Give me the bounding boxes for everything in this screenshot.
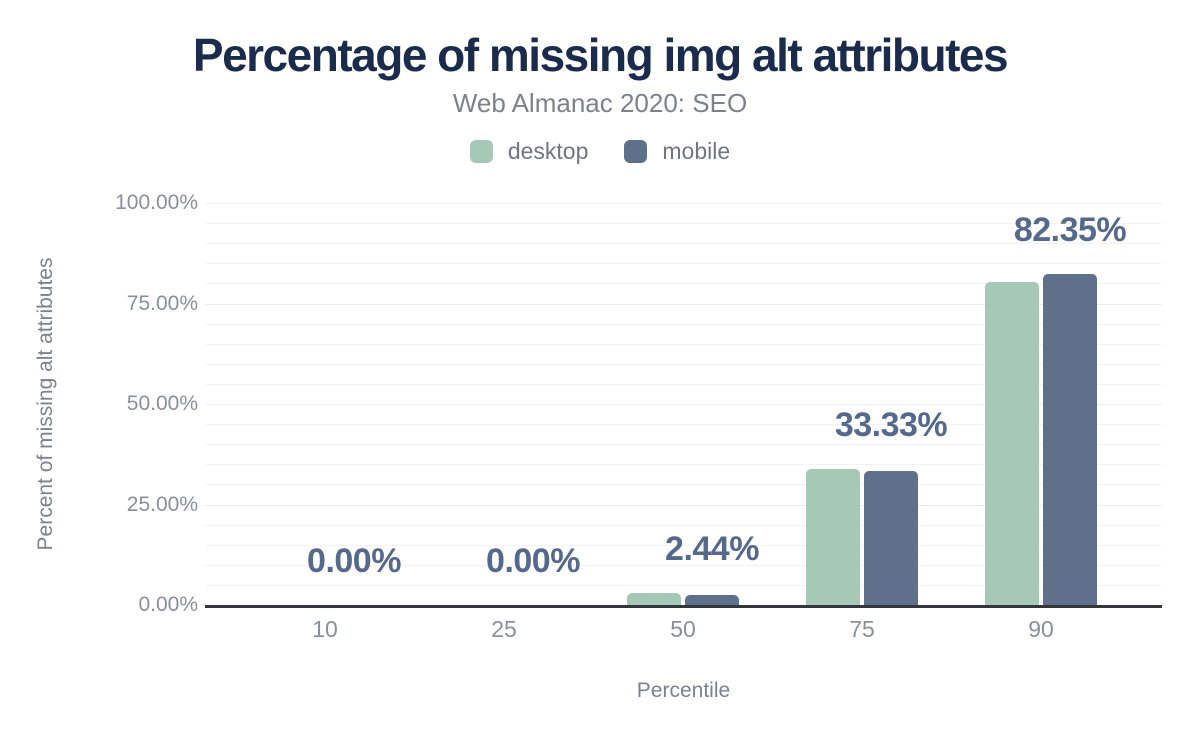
y-tick-label: 50.00%	[126, 392, 198, 415]
gridline-minor	[205, 343, 1162, 345]
gridline-minor	[205, 223, 1162, 225]
gridline-minor	[205, 524, 1162, 526]
gridline-major	[205, 303, 1162, 305]
y-axis-title: Percent of missing alt attributes	[34, 257, 57, 551]
y-tick-label: 100.00%	[115, 191, 198, 214]
legend-swatch-mobile	[624, 140, 648, 163]
gridline-minor	[205, 323, 1162, 325]
gridline-major	[205, 203, 1162, 204]
x-axis-title: Percentile	[636, 679, 731, 702]
data-label-p10: 0.00%	[307, 542, 401, 580]
bar-desktop-p90[interactable]	[985, 282, 1039, 605]
legend-label-desktop: desktop	[507, 138, 589, 164]
gridline-minor	[205, 383, 1162, 385]
x-tick-label: 10	[312, 616, 338, 642]
data-label-p25: 0.00%	[486, 542, 580, 580]
x-tick-label: 90	[1028, 616, 1054, 642]
gridline-minor	[205, 363, 1162, 365]
bar-desktop-p50[interactable]	[627, 593, 681, 605]
x-axis-line	[205, 605, 1162, 608]
data-label-p75: 33.33%	[834, 406, 948, 445]
gridline-minor	[205, 464, 1162, 466]
gridline-minor	[205, 564, 1162, 566]
gridline-minor	[205, 444, 1162, 446]
chart-title: Percentage of missing img alt attributes	[192, 29, 1009, 81]
x-tick-label: 50	[670, 616, 696, 642]
x-tick-label: 75	[849, 616, 875, 642]
bar-mobile-p50[interactable]	[685, 595, 739, 605]
legend-swatch-desktop	[469, 140, 493, 163]
data-label-p90: 82.35%	[1013, 210, 1127, 249]
gridline-minor	[205, 484, 1162, 486]
x-tick-label: 25	[491, 616, 517, 642]
y-tick-label: 0.00%	[138, 593, 198, 616]
gridline-minor	[205, 544, 1162, 546]
bar-mobile-p75[interactable]	[864, 471, 918, 605]
gridline-minor	[205, 584, 1162, 586]
data-label-p50: 2.44%	[665, 529, 759, 568]
bar-desktop-p75[interactable]	[806, 469, 860, 605]
gridline-minor	[205, 424, 1162, 426]
y-tick-label: 75.00%	[126, 291, 198, 315]
gridline-minor	[205, 283, 1162, 285]
gridline-minor	[205, 263, 1162, 265]
legend-item-mobile: mobile	[624, 138, 730, 165]
chart-subtitle: Web Almanac 2020: SEO	[452, 88, 748, 118]
legend-item-desktop: desktop	[469, 138, 589, 165]
gridline-major	[205, 404, 1162, 405]
legend-label-mobile: mobile	[662, 138, 731, 164]
gridline-major	[205, 504, 1162, 506]
gridline-minor	[205, 243, 1162, 245]
legend: desktop mobile	[0, 138, 1200, 165]
bar-mobile-p90[interactable]	[1043, 274, 1097, 605]
y-tick-label: 25.00%	[126, 492, 198, 516]
